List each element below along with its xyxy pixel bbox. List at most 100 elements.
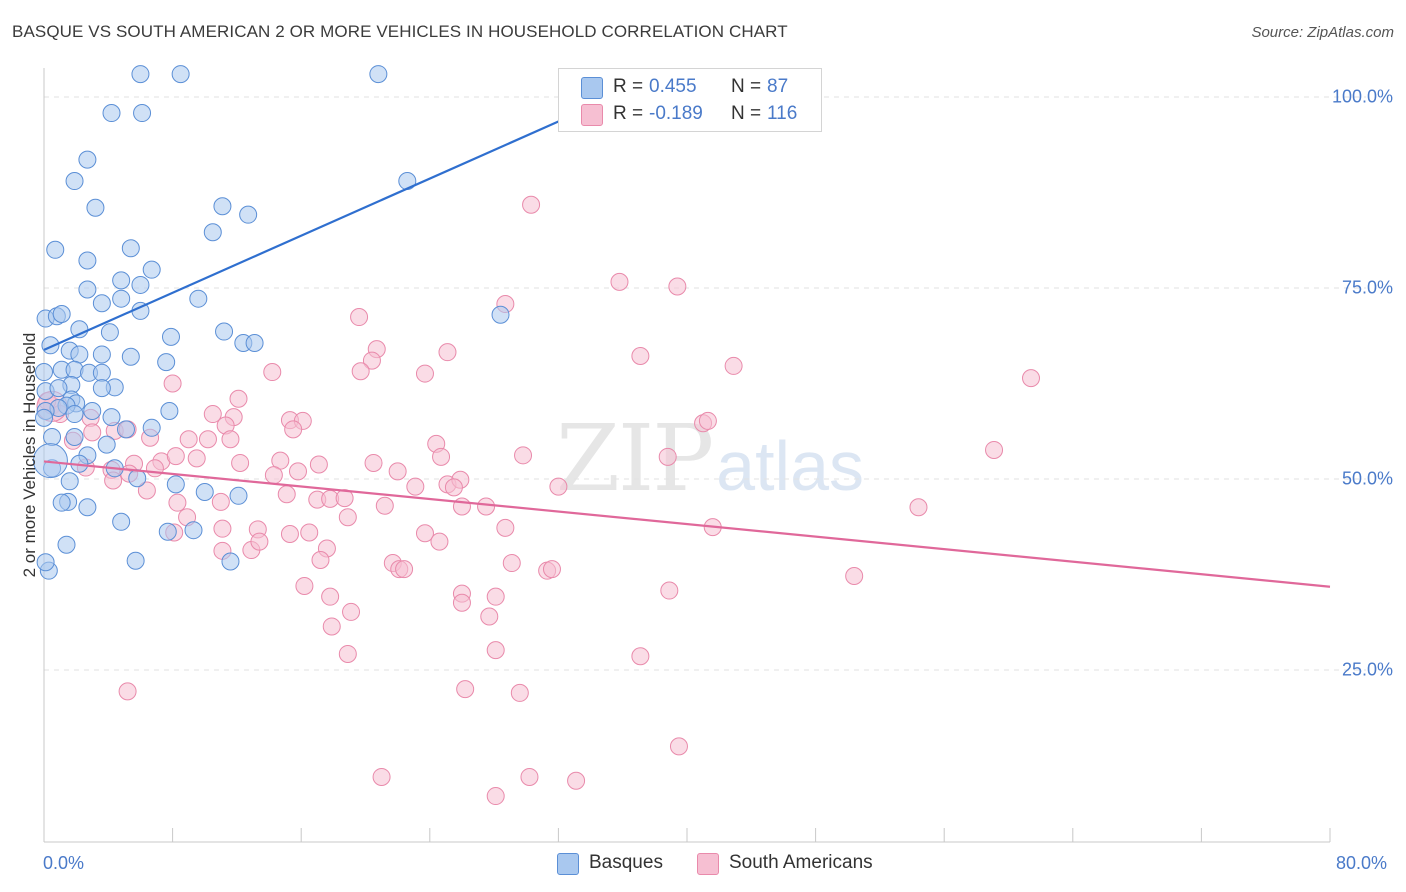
- south-american-point: [163, 374, 182, 393]
- south-american-point: [342, 602, 361, 621]
- south-american-point: [452, 593, 471, 612]
- basque-point: [35, 363, 53, 382]
- south-american-point: [288, 462, 307, 481]
- south-american-point: [179, 430, 198, 449]
- basque-point: [161, 327, 180, 346]
- south-american-point: [83, 423, 102, 442]
- basque-point: [203, 223, 222, 242]
- basque-point: [97, 435, 116, 454]
- south-american-point: [229, 389, 248, 408]
- basque-point: [189, 289, 208, 308]
- south-american-point: [456, 680, 475, 699]
- basque-point: [86, 198, 105, 217]
- basque-point: [83, 402, 102, 421]
- basque-point: [131, 275, 150, 294]
- basques-r-value: 0.455: [649, 76, 697, 97]
- basque-point: [78, 498, 97, 517]
- south-american-point: [388, 462, 407, 481]
- basque-point: [52, 493, 71, 512]
- south-american-point: [724, 356, 743, 375]
- south-american-point: [221, 430, 240, 449]
- sa-legend-label: South Americans: [729, 852, 873, 873]
- south-american-point: [480, 607, 499, 626]
- south-american-point: [668, 277, 687, 296]
- y-axis-label: 2 or more Vehicles in Household: [20, 332, 39, 578]
- basque-point: [92, 379, 111, 398]
- basque-point: [239, 205, 258, 224]
- south-american-point: [322, 617, 341, 636]
- south-american-point: [277, 485, 296, 504]
- south-american-point: [496, 518, 515, 537]
- basque-point: [70, 345, 89, 364]
- south-american-point: [430, 532, 449, 551]
- y-tick-75: 75.0%: [1341, 277, 1393, 298]
- south-american-point: [300, 523, 319, 542]
- south-american-point: [321, 587, 340, 606]
- south-american-point: [145, 459, 164, 478]
- south-american-point: [166, 447, 185, 466]
- south-american-point: [522, 195, 541, 214]
- x-tick-max: 80.0%: [1336, 853, 1388, 873]
- x-tick-min: 0.0%: [43, 853, 85, 873]
- sa-n-value: 116: [767, 103, 798, 124]
- south-american-point: [432, 447, 451, 466]
- basque-point: [65, 405, 84, 424]
- south-american-point: [549, 477, 568, 496]
- south-americans-swatch: [581, 104, 603, 126]
- south-american-point: [187, 449, 206, 468]
- basque-point: [184, 521, 203, 540]
- south-american-point: [263, 363, 282, 382]
- basque-point: [60, 472, 79, 491]
- basque-point: [57, 535, 76, 554]
- south-american-point: [486, 787, 505, 806]
- south-american-point: [168, 493, 187, 512]
- basques-swatch: [581, 77, 603, 99]
- south-american-point: [514, 446, 533, 465]
- south-american-point: [660, 581, 679, 600]
- grid-lines: [44, 96, 1366, 671]
- sa-r-value: -0.189: [649, 103, 703, 124]
- south-american-point: [198, 430, 217, 449]
- basque-point: [92, 345, 111, 364]
- basque-point: [65, 427, 84, 446]
- trend-lines: [43, 77, 1331, 588]
- basque-point: [78, 251, 97, 270]
- south-american-point: [264, 466, 283, 485]
- sa-legend-swatch: [697, 853, 719, 875]
- basques-trend-line: [43, 77, 656, 351]
- south-american-point: [351, 362, 370, 381]
- south-american-point: [213, 519, 232, 538]
- south-american-point: [669, 737, 688, 756]
- basque-point: [112, 512, 131, 531]
- basque-point: [92, 363, 111, 382]
- basque-point: [166, 475, 185, 494]
- south-american-point: [362, 351, 381, 370]
- south-american-point: [698, 411, 717, 430]
- basques-points: [32, 65, 708, 580]
- basque-point: [78, 280, 97, 299]
- south-american-point: [631, 346, 650, 365]
- sa-r-label: R =: [613, 103, 644, 124]
- basque-point: [160, 402, 179, 421]
- south-american-point: [415, 364, 434, 383]
- south-american-point: [477, 497, 496, 516]
- south-american-point: [567, 771, 586, 790]
- south-american-point: [845, 567, 864, 586]
- basque-cluster-point: [32, 443, 68, 479]
- basque-point: [215, 322, 234, 341]
- basque-point: [78, 150, 97, 169]
- south-american-point: [486, 587, 505, 606]
- basque-point: [221, 552, 240, 571]
- south-american-point: [231, 453, 250, 472]
- chart-title: BASQUE VS SOUTH AMERICAN 2 OR MORE VEHIC…: [12, 22, 788, 41]
- basque-point: [157, 353, 176, 372]
- south-american-point: [510, 683, 529, 702]
- basque-point: [52, 304, 71, 323]
- south-american-point: [415, 524, 434, 543]
- basque-point: [35, 408, 53, 427]
- basque-point: [133, 104, 152, 123]
- basque-point: [126, 551, 145, 570]
- basque-point: [142, 418, 161, 437]
- basque-point: [102, 104, 121, 123]
